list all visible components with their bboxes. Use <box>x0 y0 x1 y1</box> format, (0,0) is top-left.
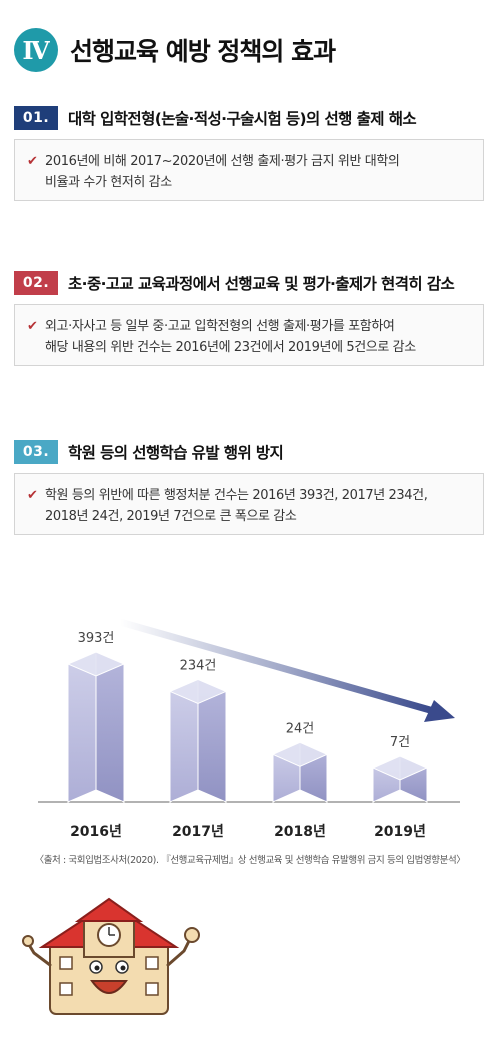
trend-arrow-line <box>116 618 434 714</box>
summary-text: 학원 등의 위반에 따른 행정처분 건수는 2016년 393건, 2017년 … <box>45 488 428 524</box>
summary-box: ✔ 2016년에 비해 2017~2020년에 선행 출제·평가 금지 위반 대… <box>14 139 484 201</box>
chart-bar <box>271 741 329 803</box>
section-number-badge: 02. <box>14 271 58 295</box>
summary-box: ✔ 학원 등의 위반에 따른 행정처분 건수는 2016년 393건, 2017… <box>14 473 484 535</box>
bar-value-label: 7건 <box>390 735 410 750</box>
bar-value-label: 234건 <box>180 658 217 673</box>
check-icon: ✔ <box>27 154 38 169</box>
page-title: 선행교육 예방 정책의 효과 <box>70 37 336 66</box>
school-mascot-illustration <box>22 897 200 1015</box>
x-tick-label: 2018년 <box>274 824 326 840</box>
x-tick-label: 2016년 <box>70 824 122 840</box>
bar-chart: 393건 2016년 234건 2017년 24건 2018년 7건 2019년 <box>38 618 460 840</box>
section-title: 초·중·고교 교육과정에서 선행교육 및 평가·출제가 현격히 감소 <box>68 275 455 293</box>
source-note: 〈출처 : 국회입법조사처(2020). 『선행교육규제법』상 선행교육 및 선… <box>34 855 466 866</box>
section-title: 대학 입학전형(논술·적성·구술시험 등)의 선행 출제 해소 <box>68 110 417 128</box>
chart-bar <box>168 678 228 803</box>
section-02: 02. 초·중·고교 교육과정에서 선행교육 및 평가·출제가 현격히 감소 ✔… <box>14 271 484 366</box>
x-tick-label: 2017년 <box>172 824 224 840</box>
check-icon: ✔ <box>27 488 38 503</box>
section-number-badge: 01. <box>14 106 58 130</box>
section-numeral: Ⅳ <box>14 28 58 72</box>
bar-value-label: 24건 <box>286 721 315 736</box>
chart-bar <box>371 755 429 803</box>
section-title: 학원 등의 선행학습 유발 행위 방지 <box>68 444 284 462</box>
trend-arrow-head <box>424 700 455 722</box>
page-header: Ⅳ 선행교육 예방 정책의 효과 <box>14 26 336 74</box>
check-icon: ✔ <box>27 319 38 334</box>
section-03: 03. 학원 등의 선행학습 유발 행위 방지 ✔ 학원 등의 위반에 따른 행… <box>14 440 484 535</box>
chart-bar <box>66 651 126 803</box>
bar-value-label: 393건 <box>78 631 115 646</box>
section-01: 01. 대학 입학전형(논술·적성·구술시험 등)의 선행 출제 해소 ✔ 20… <box>14 106 484 201</box>
summary-text: 2016년에 비해 2017~2020년에 선행 출제·평가 금지 위반 대학의… <box>45 154 400 190</box>
summary-box: ✔ 외고·자사고 등 일부 중·고교 입학전형의 선행 출제·평가를 포함하여 … <box>14 304 484 366</box>
summary-text: 외고·자사고 등 일부 중·고교 입학전형의 선행 출제·평가를 포함하여 해당… <box>45 319 416 355</box>
x-tick-label: 2019년 <box>374 824 426 840</box>
section-number-badge: 03. <box>14 440 58 464</box>
